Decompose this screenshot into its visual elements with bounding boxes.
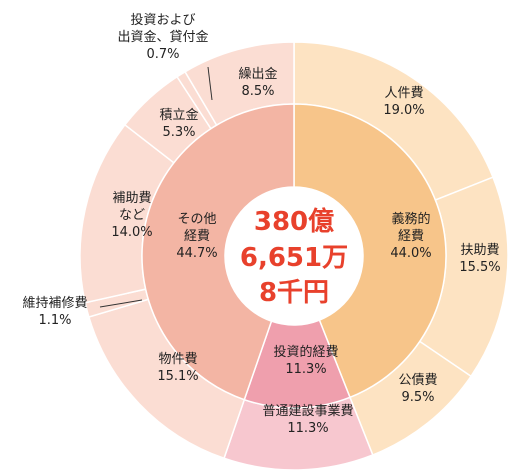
outer-leader-line-5: [99, 299, 143, 308]
outer-label-name: など: [119, 208, 145, 223]
outer-label-2: 公債費 9.5%: [398, 373, 437, 405]
outer-label-percent: 15.1%: [157, 369, 198, 384]
outer-label-name: 人件費: [384, 86, 423, 101]
outer-label-name: 補助費: [112, 191, 151, 206]
outer-label-1: 扶助費 15.5%: [459, 243, 500, 275]
inner-label-name: その他: [177, 212, 216, 227]
outer-label-percent: 15.5%: [459, 260, 500, 275]
center-total-line2: 6,651万: [240, 243, 348, 273]
outer-label-percent: 1.1%: [38, 313, 71, 328]
center-total: 380億 6,651万 8千円: [240, 207, 348, 308]
outer-label-name: 物件費: [158, 352, 197, 367]
outer-label-name: 出資金、貸付金: [117, 29, 208, 45]
outer-label-0: 人件費 19.0%: [383, 86, 424, 118]
outer-label-name: 繰出金: [238, 66, 277, 82]
inner-label-name: 経費: [398, 229, 424, 244]
outer-label-4: 物件費 15.1%: [157, 352, 198, 384]
outer-label-name: 扶助費: [460, 243, 499, 258]
outer-leader-line-8: [207, 66, 213, 101]
inner-label-name: 投資的経費: [273, 344, 338, 360]
center-disc: [225, 187, 363, 325]
slice-labels: 人件費 19.0% 扶助費 15.5% 公債費 9.5% 普通建設事業費 11.3% 物件費 15…: [22, 12, 500, 436]
outer-label-percent: 5.3%: [162, 125, 195, 140]
outer-label-name: 積立金: [159, 107, 198, 123]
inner-label-name: 経費: [184, 229, 210, 244]
inner-label-percent: 44.7%: [176, 246, 217, 261]
center-total-line1: 380億: [254, 207, 334, 237]
inner-label-1: 投資的経費 11.3%: [273, 344, 338, 377]
outer-label-name: 投資および: [130, 12, 195, 28]
outer-label-name: 維持補修費: [22, 296, 87, 311]
outer-ring: [79, 41, 509, 471]
outer-label-7: 積立金 5.3%: [159, 107, 198, 140]
outer-label-percent: 19.0%: [383, 103, 424, 118]
inner-label-percent: 11.3%: [285, 362, 326, 377]
inner-ring: [141, 103, 447, 409]
center-total-line3: 8千円: [259, 278, 329, 308]
outer-label-percent: 14.0%: [111, 225, 152, 240]
outer-label-name: 普通建設事業費: [262, 403, 353, 419]
outer-label-name: 公債費: [398, 373, 437, 388]
outer-label-3: 普通建設事業費 11.3%: [262, 403, 353, 436]
outer-label-percent: 8.5%: [241, 84, 274, 99]
inner-label-name: 義務的: [391, 211, 430, 227]
outer-label-percent: 0.7%: [146, 47, 179, 62]
outer-label-percent: 11.3%: [287, 421, 328, 436]
leader-lines: [99, 66, 213, 308]
outer-label-9: 繰出金 8.5%: [238, 66, 277, 99]
outer-label-percent: 9.5%: [401, 390, 434, 405]
outer-label-5: 維持補修費 1.1%: [22, 296, 87, 328]
inner-label-percent: 44.0%: [390, 246, 431, 261]
